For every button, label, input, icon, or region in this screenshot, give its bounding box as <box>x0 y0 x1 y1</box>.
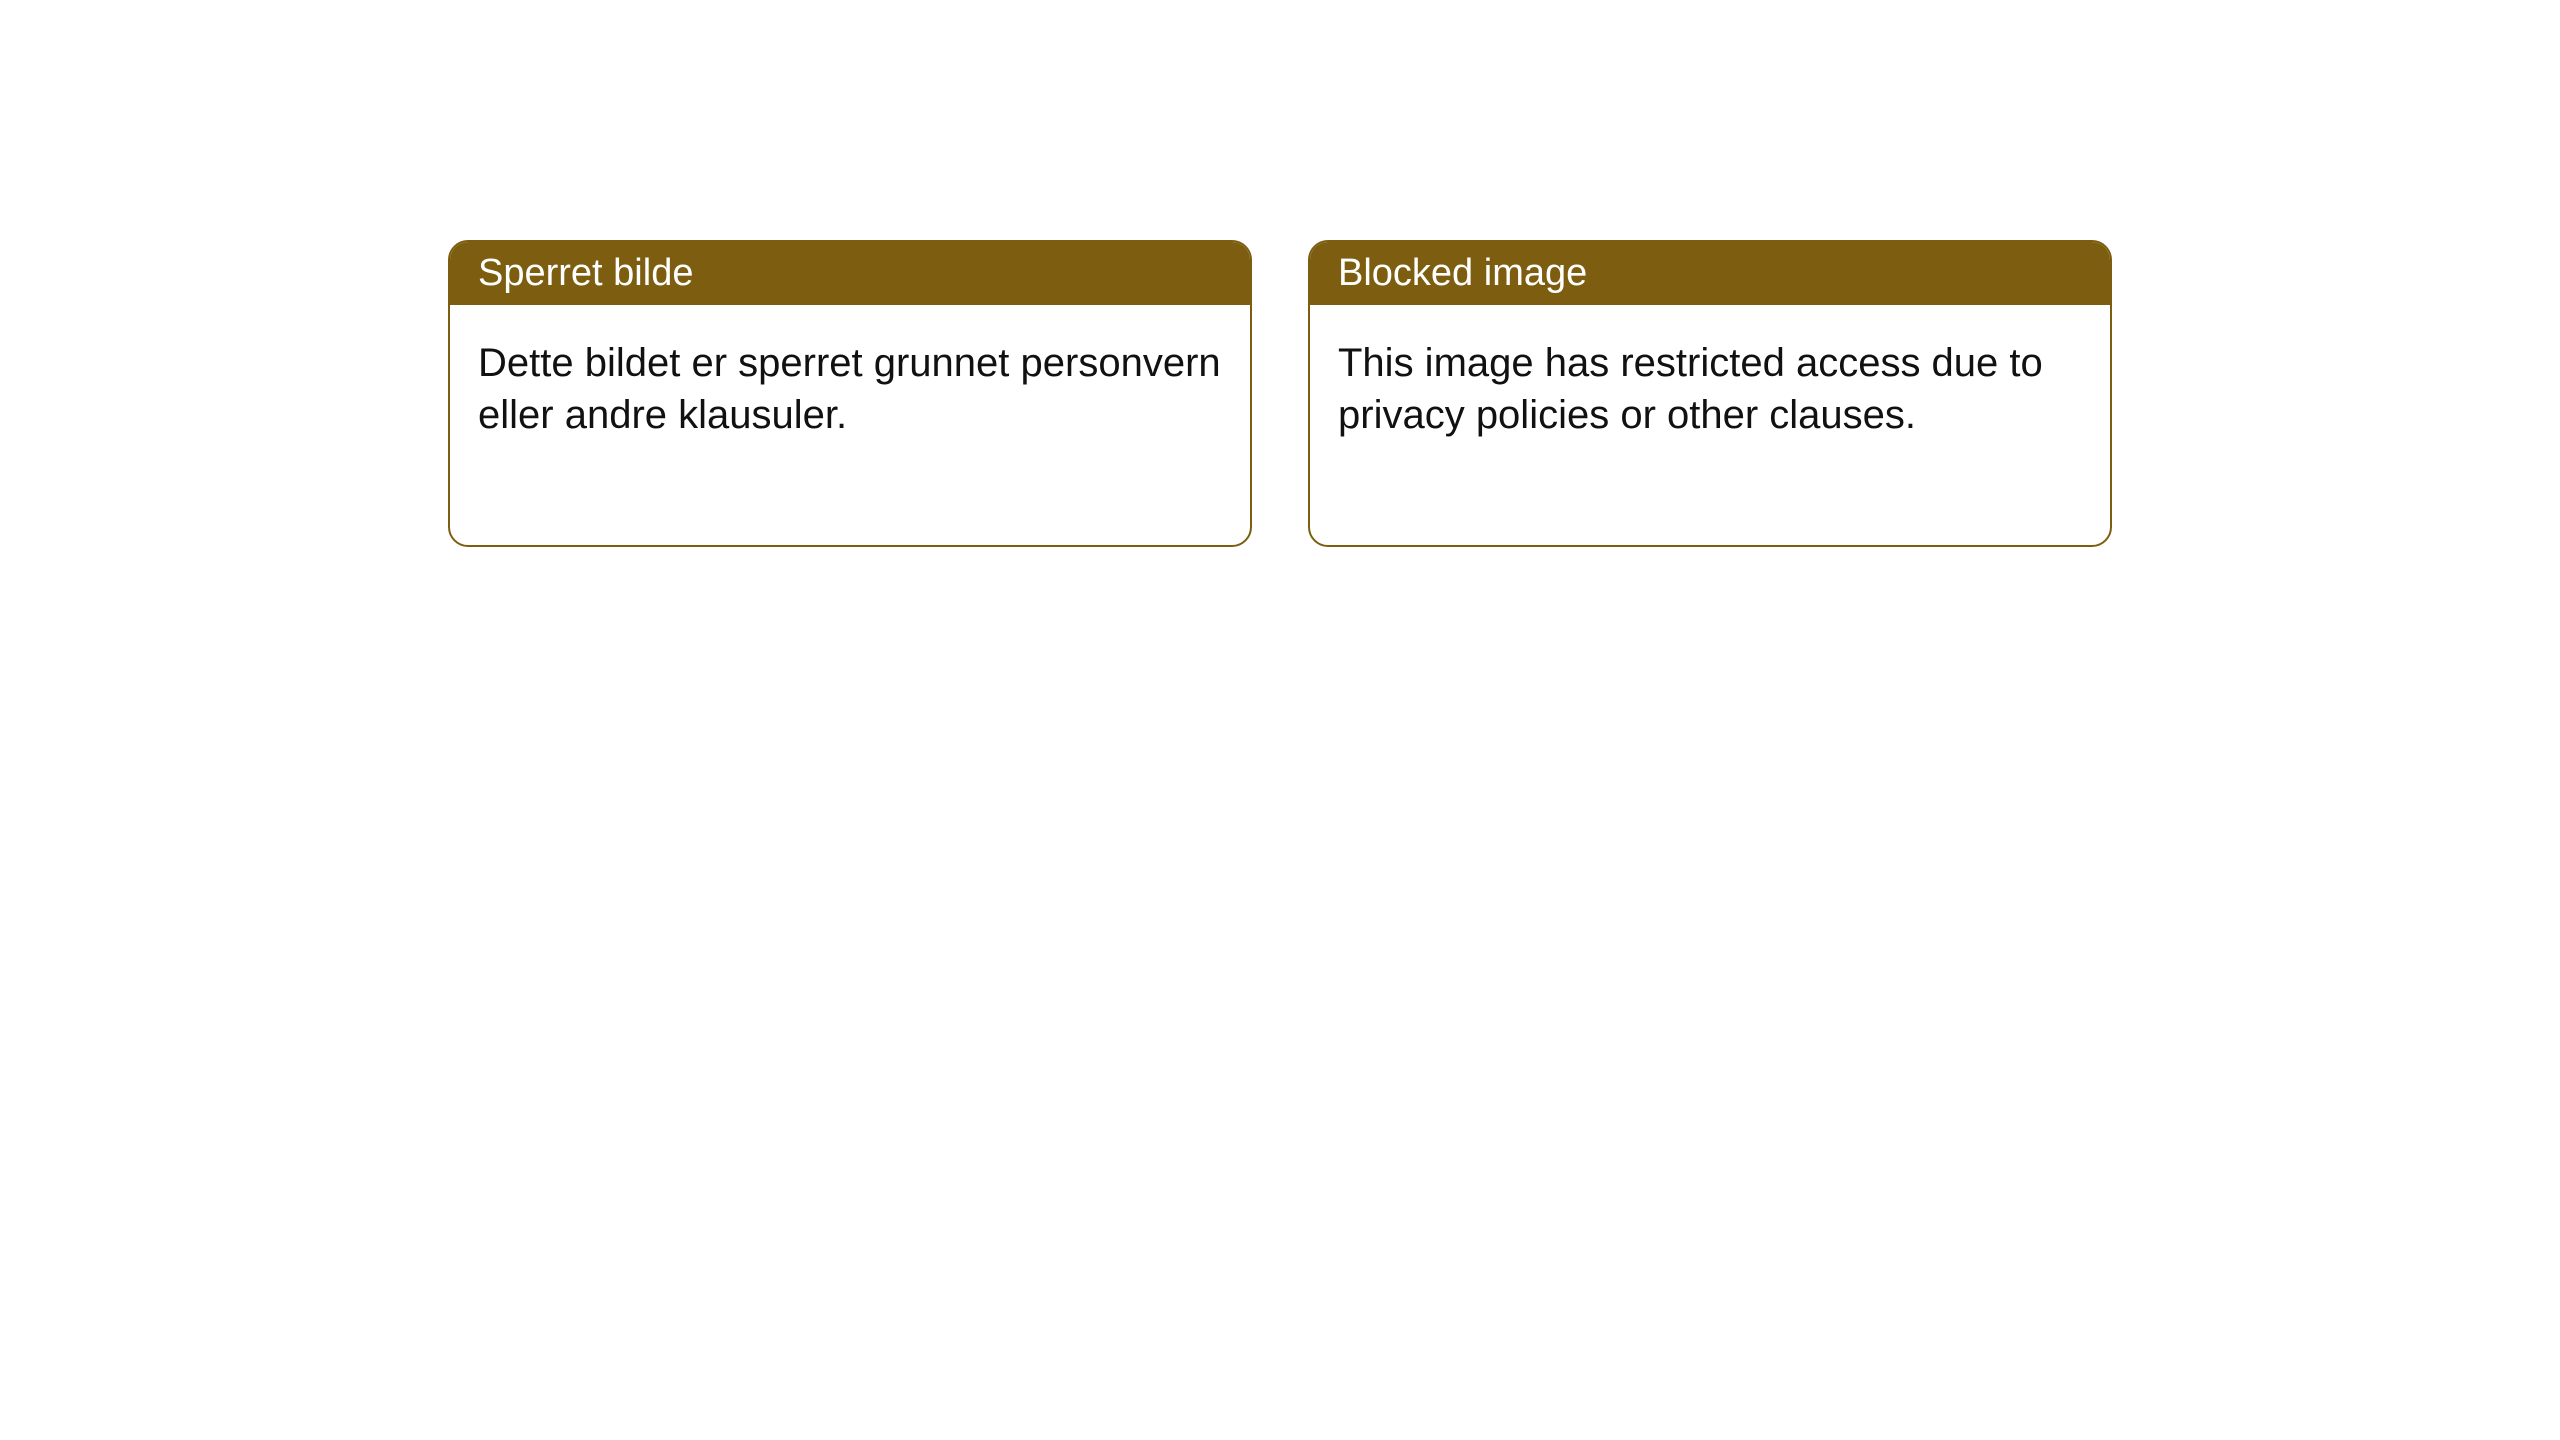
notice-container: Sperret bilde Dette bildet er sperret gr… <box>0 0 2560 547</box>
notice-card-english: Blocked image This image has restricted … <box>1308 240 2112 547</box>
card-body-text: This image has restricted access due to … <box>1338 341 2043 437</box>
card-header: Blocked image <box>1310 242 2110 305</box>
notice-card-norwegian: Sperret bilde Dette bildet er sperret gr… <box>448 240 1252 547</box>
card-header: Sperret bilde <box>450 242 1250 305</box>
card-body: This image has restricted access due to … <box>1310 305 2110 545</box>
card-body-text: Dette bildet er sperret grunnet personve… <box>478 341 1221 437</box>
card-body: Dette bildet er sperret grunnet personve… <box>450 305 1250 545</box>
card-title: Blocked image <box>1338 252 1587 294</box>
card-title: Sperret bilde <box>478 252 693 294</box>
